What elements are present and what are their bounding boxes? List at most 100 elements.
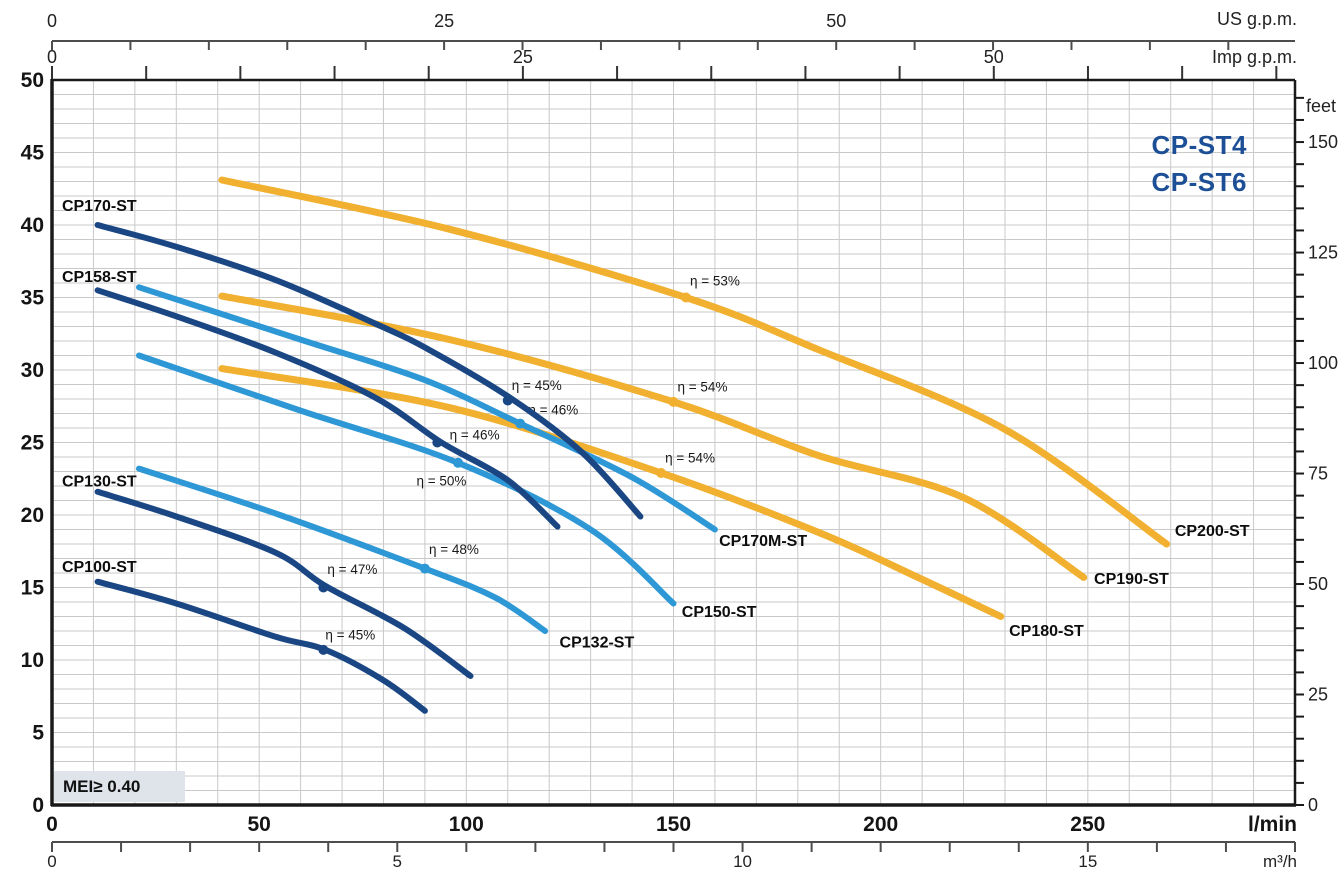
efficiency-marker <box>318 582 329 593</box>
series-CP100-ST: η = 45% CP100-ST <box>62 559 428 714</box>
us-gpm-unit-label: US g.p.m. <box>1217 9 1297 29</box>
axis-metres: 0 5 10 15 20 25 30 35 40 45 50 <box>21 69 45 817</box>
axis-imp-gpm: 0 25 50 Imp g.p.m. <box>47 47 1297 80</box>
lmin-tick-label: 0 <box>46 813 58 836</box>
curve-CP190-ST <box>218 292 1088 581</box>
m3h-tick-label: 0 <box>47 852 56 871</box>
curve-CP100-ST <box>94 578 428 714</box>
imp-gpm-tick-label: 0 <box>47 47 57 67</box>
efficiency-label: η = 54% <box>665 450 715 465</box>
efficiency-label: η = 50% <box>417 474 467 489</box>
efficiency-label: η = 45% <box>512 378 562 393</box>
series-CP130-ST: η = 47% CP130-ST <box>62 474 474 679</box>
axis-feet: 0 25 50 75 100 125 150 feet <box>1295 96 1338 815</box>
m3h-tick-label: 10 <box>733 852 752 871</box>
lmin-tick-label: 50 <box>247 813 270 836</box>
series-label-CP200-ST: CP200-ST <box>1175 523 1250 540</box>
plot-border <box>50 78 1297 807</box>
lmin-unit-label: l/min <box>1248 813 1297 836</box>
mei-badge: MEI≥ 0.40 <box>54 771 185 802</box>
efficiency-label: η = 48% <box>429 542 479 557</box>
m3h-tick-label: 5 <box>393 852 402 871</box>
imp-gpm-tick-label: 50 <box>984 47 1004 67</box>
series-CP200-ST: η = 53% CP200-ST <box>218 176 1250 548</box>
efficiency-marker <box>432 437 443 448</box>
efficiency-label: η = 54% <box>678 379 728 394</box>
series-label-CP158-ST: CP158-ST <box>62 269 137 286</box>
series-label-CP100-ST: CP100-ST <box>62 559 137 576</box>
series-CP132-ST: η = 48% CP132-ST <box>136 465 635 652</box>
grid <box>52 80 1295 805</box>
feet-tick-label: 50 <box>1308 574 1328 594</box>
metres-tick-label: 25 <box>21 432 45 455</box>
series-label-CP150-ST: CP150-ST <box>682 604 757 621</box>
efficiency-marker <box>656 467 667 478</box>
efficiency-marker <box>453 457 464 468</box>
axis-m3h: 0 5 10 15 m³/h <box>47 841 1297 871</box>
chart-title: CP-ST4 CP-ST6 <box>1027 127 1247 201</box>
feet-unit-label: feet <box>1306 96 1336 116</box>
series-CP170-ST: η = 45% CP170-ST <box>62 198 644 520</box>
series-label-CP170M-ST: CP170M-ST <box>719 533 807 550</box>
series-label-CP170-ST: CP170-ST <box>62 198 137 215</box>
efficiency-marker <box>419 563 430 574</box>
axis-lmin: 0 50 100 150 200 250 l/min <box>46 813 1297 836</box>
lmin-tick-label: 150 <box>656 813 691 836</box>
efficiency-label: η = 47% <box>327 562 377 577</box>
metres-tick-label: 15 <box>21 577 45 600</box>
feet-tick-label: 25 <box>1308 685 1328 705</box>
series-CP180-ST: η = 54% CP180-ST <box>218 365 1084 640</box>
efficiency-marker <box>502 395 513 406</box>
lmin-tick-label: 100 <box>449 813 484 836</box>
metres-tick-label: 0 <box>32 794 44 817</box>
series-label-CP180-ST: CP180-ST <box>1009 623 1084 640</box>
us-gpm-tick-label: 0 <box>47 11 57 31</box>
chart-title-line2: CP-ST6 <box>1151 167 1247 197</box>
metres-tick-label: 5 <box>32 722 44 745</box>
metres-tick-label: 30 <box>21 359 44 382</box>
efficiency-marker <box>680 292 691 303</box>
series-label-CP130-ST: CP130-ST <box>62 474 137 491</box>
lmin-tick-label: 250 <box>1070 813 1105 836</box>
efficiency-marker <box>515 418 526 429</box>
axis-us-gpm: 0 25 50 US g.p.m. <box>47 9 1297 50</box>
efficiency-label: η = 45% <box>325 627 375 642</box>
curve-CP150-ST <box>136 352 677 607</box>
series-CP170M-ST: η = 46% CP170M-ST <box>136 284 807 550</box>
curve-CP158-ST <box>94 287 561 530</box>
curve-CP180-ST <box>218 365 1005 620</box>
metres-tick-label: 10 <box>21 649 44 672</box>
series-CP190-ST: η = 54% CP190-ST <box>218 292 1169 588</box>
efficiency-label: η = 46% <box>528 403 578 418</box>
series-label-CP190-ST: CP190-ST <box>1094 571 1169 588</box>
feet-tick-label: 150 <box>1308 132 1338 152</box>
imp-gpm-unit-label: Imp g.p.m. <box>1212 47 1297 67</box>
feet-tick-label: 75 <box>1308 464 1328 484</box>
metres-tick-label: 40 <box>21 214 44 237</box>
us-gpm-tick-label: 50 <box>826 11 846 31</box>
metres-tick-label: 45 <box>21 142 45 165</box>
curve-CP170-ST <box>94 222 644 520</box>
feet-tick-label: 0 <box>1308 795 1318 815</box>
feet-tick-label: 125 <box>1308 243 1338 263</box>
metres-tick-label: 50 <box>21 69 44 92</box>
curve-CP130-ST <box>94 488 474 679</box>
metres-tick-label: 20 <box>21 504 44 527</box>
lmin-tick-label: 200 <box>863 813 898 836</box>
efficiency-marker <box>668 396 679 407</box>
chart-title-line1: CP-ST4 <box>1151 130 1247 160</box>
curve-CP200-ST <box>218 176 1171 548</box>
metres-tick-label: 35 <box>21 287 45 310</box>
series-label-CP132-ST: CP132-ST <box>560 635 635 652</box>
us-gpm-tick-label: 25 <box>434 11 454 31</box>
curve-CP170M-ST <box>136 284 718 533</box>
efficiency-label: η = 46% <box>450 427 500 442</box>
imp-gpm-tick-label: 25 <box>513 47 533 67</box>
curve-CP132-ST <box>136 465 549 634</box>
feet-tick-label: 100 <box>1308 353 1338 373</box>
efficiency-label: η = 53% <box>690 274 740 289</box>
m3h-unit-label: m³/h <box>1263 852 1297 871</box>
series-CP150-ST: η = 50% CP150-ST <box>136 352 757 621</box>
